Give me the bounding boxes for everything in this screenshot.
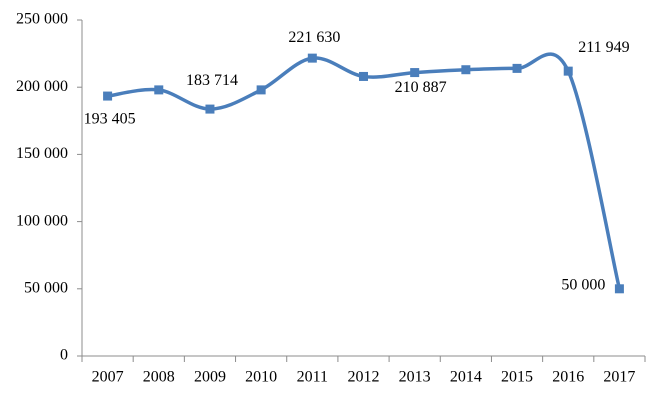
data-label: 193 405 — [84, 111, 136, 128]
x-tick-label: 2012 — [348, 369, 380, 386]
x-tick-label: 2015 — [501, 369, 533, 386]
y-tick-label: 150 000 — [16, 145, 68, 162]
y-tick-label: 100 000 — [16, 212, 68, 229]
marker — [614, 284, 624, 294]
marker — [256, 85, 266, 95]
y-tick-label: 250 000 — [16, 11, 68, 28]
marker — [307, 53, 317, 63]
y-tick-label: 50 000 — [24, 279, 68, 296]
data-label: 183 714 — [186, 72, 238, 89]
x-tick-label: 2017 — [603, 369, 635, 386]
data-label: 210 887 — [395, 79, 447, 96]
marker — [205, 104, 215, 114]
x-tick-label: 2010 — [245, 369, 277, 386]
line — [107, 52, 622, 290]
x-tick-label: 2013 — [399, 369, 431, 386]
x-tick-label: 2009 — [194, 369, 226, 386]
marker — [461, 65, 471, 75]
marker — [103, 91, 113, 101]
y-tick-label: 0 — [60, 347, 68, 364]
data-label: 211 949 — [578, 39, 629, 56]
x-tick-label: 2014 — [450, 369, 482, 386]
x-tick-label: 2016 — [552, 369, 584, 386]
marker — [154, 85, 164, 95]
marker — [410, 68, 420, 78]
y-tick-label: 200 000 — [16, 78, 68, 95]
x-tick-label: 2008 — [143, 369, 175, 386]
marker — [359, 71, 368, 81]
marker — [563, 66, 573, 76]
x-tick-label: 2011 — [297, 369, 328, 386]
x-tick-label: 2007 — [92, 369, 124, 386]
marker — [512, 63, 522, 73]
data-label: 50 000 — [561, 276, 605, 293]
data-label: 221 630 — [288, 29, 340, 46]
